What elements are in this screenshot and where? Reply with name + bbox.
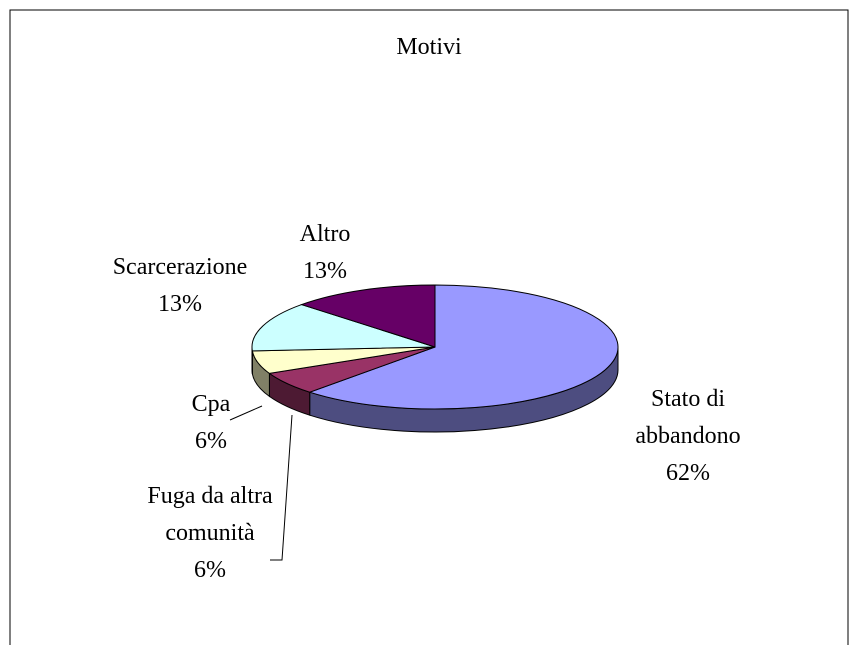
slice-label: Altro <box>299 221 351 247</box>
slice-value-label: 6% <box>195 428 227 454</box>
slice-value-label: 13% <box>303 258 347 284</box>
slice <box>300 284 436 348</box>
slice-value-label: 62% <box>666 460 710 486</box>
chart-title: Motivi <box>396 34 462 60</box>
slice-label: Stato di abbandono <box>635 386 741 449</box>
slice <box>251 304 436 352</box>
slice-label: Cpa <box>191 391 231 417</box>
leader-line <box>270 414 293 561</box>
slice-value-label: 13% <box>158 291 202 317</box>
slice-label: Fuga da altra comunità <box>147 483 273 546</box>
slice-label: Scarcerazione <box>112 254 248 280</box>
slice-value-label: 6% <box>194 557 226 583</box>
slice <box>308 284 619 410</box>
leader-line <box>229 405 263 421</box>
chart-frame <box>9 9 849 645</box>
